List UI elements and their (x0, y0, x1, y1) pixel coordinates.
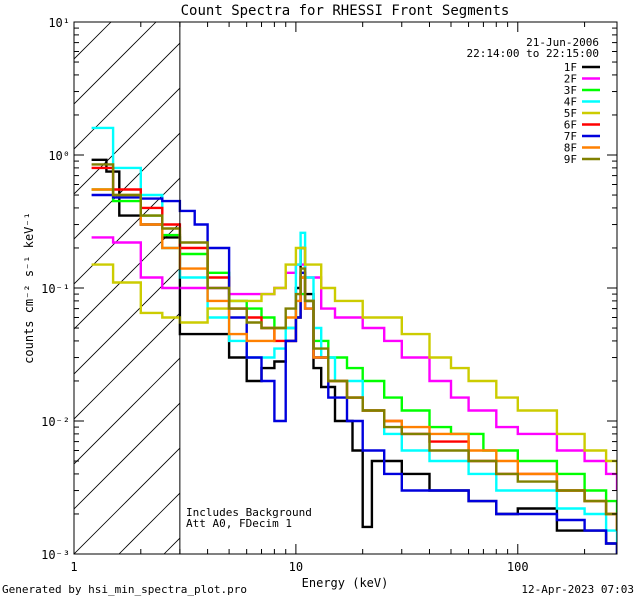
legend-label-4F: 4F (564, 96, 577, 109)
legend-label-1F: 1F (564, 61, 577, 74)
generated-by-note: Generated by hsi_min_spectra_plot.pro (2, 583, 248, 596)
series-8F (91, 188, 617, 531)
y-tick-label: 10⁻¹ (41, 282, 70, 296)
x-axis-label: Energy (keV) (302, 576, 389, 590)
legend-label-8F: 8F (564, 142, 577, 155)
y-tick-label: 10⁰ (48, 149, 70, 163)
series-layer (91, 126, 617, 554)
series-2F (91, 236, 617, 491)
legend-label-2F: 2F (564, 73, 577, 86)
chart-title: Count Spectra for RHESSI Front Segments (181, 3, 510, 19)
series-6F (91, 166, 617, 531)
hatch-line (74, 87, 180, 195)
hatch-line (74, 267, 180, 375)
x-tick-label: 10 (289, 560, 303, 574)
time-range: 22:14:00 to 22:15:00 (467, 47, 599, 60)
x-tick-label: 1 (70, 560, 77, 574)
series-1F (91, 158, 617, 554)
y-tick-label: 10⁻³ (41, 548, 70, 562)
note-background: Includes Background (186, 506, 312, 519)
hatch-line (74, 402, 180, 510)
x-tick-label: 100 (507, 560, 529, 574)
legend-label-3F: 3F (564, 84, 577, 97)
hatch-line (74, 447, 180, 554)
hatch-line (74, 42, 180, 150)
observation-date: 21-Jun-2006 (526, 36, 599, 49)
hatch-line (74, 222, 180, 330)
legend-label-9F: 9F (564, 153, 577, 166)
y-tick-label: 10⁻² (41, 415, 70, 429)
legend-label-6F: 6F (564, 119, 577, 132)
legend-label-7F: 7F (564, 130, 577, 143)
legend-label-5F: 5F (564, 107, 577, 120)
series-9F (91, 163, 617, 531)
attenuator-hatch-region (74, 22, 180, 554)
note-attenuator: Att A0, FDecim 1 (186, 517, 292, 530)
axis-ticks (73, 21, 617, 555)
series-5F (91, 246, 617, 474)
series-4F (91, 126, 617, 544)
y-tick-label: 10¹ (48, 16, 70, 30)
y-axis-label: counts cm⁻² s⁻¹ keV⁻¹ (22, 212, 36, 364)
footer-timestamp: 12-Apr-2023 07:03 (521, 583, 634, 596)
hatch-line (74, 357, 180, 465)
